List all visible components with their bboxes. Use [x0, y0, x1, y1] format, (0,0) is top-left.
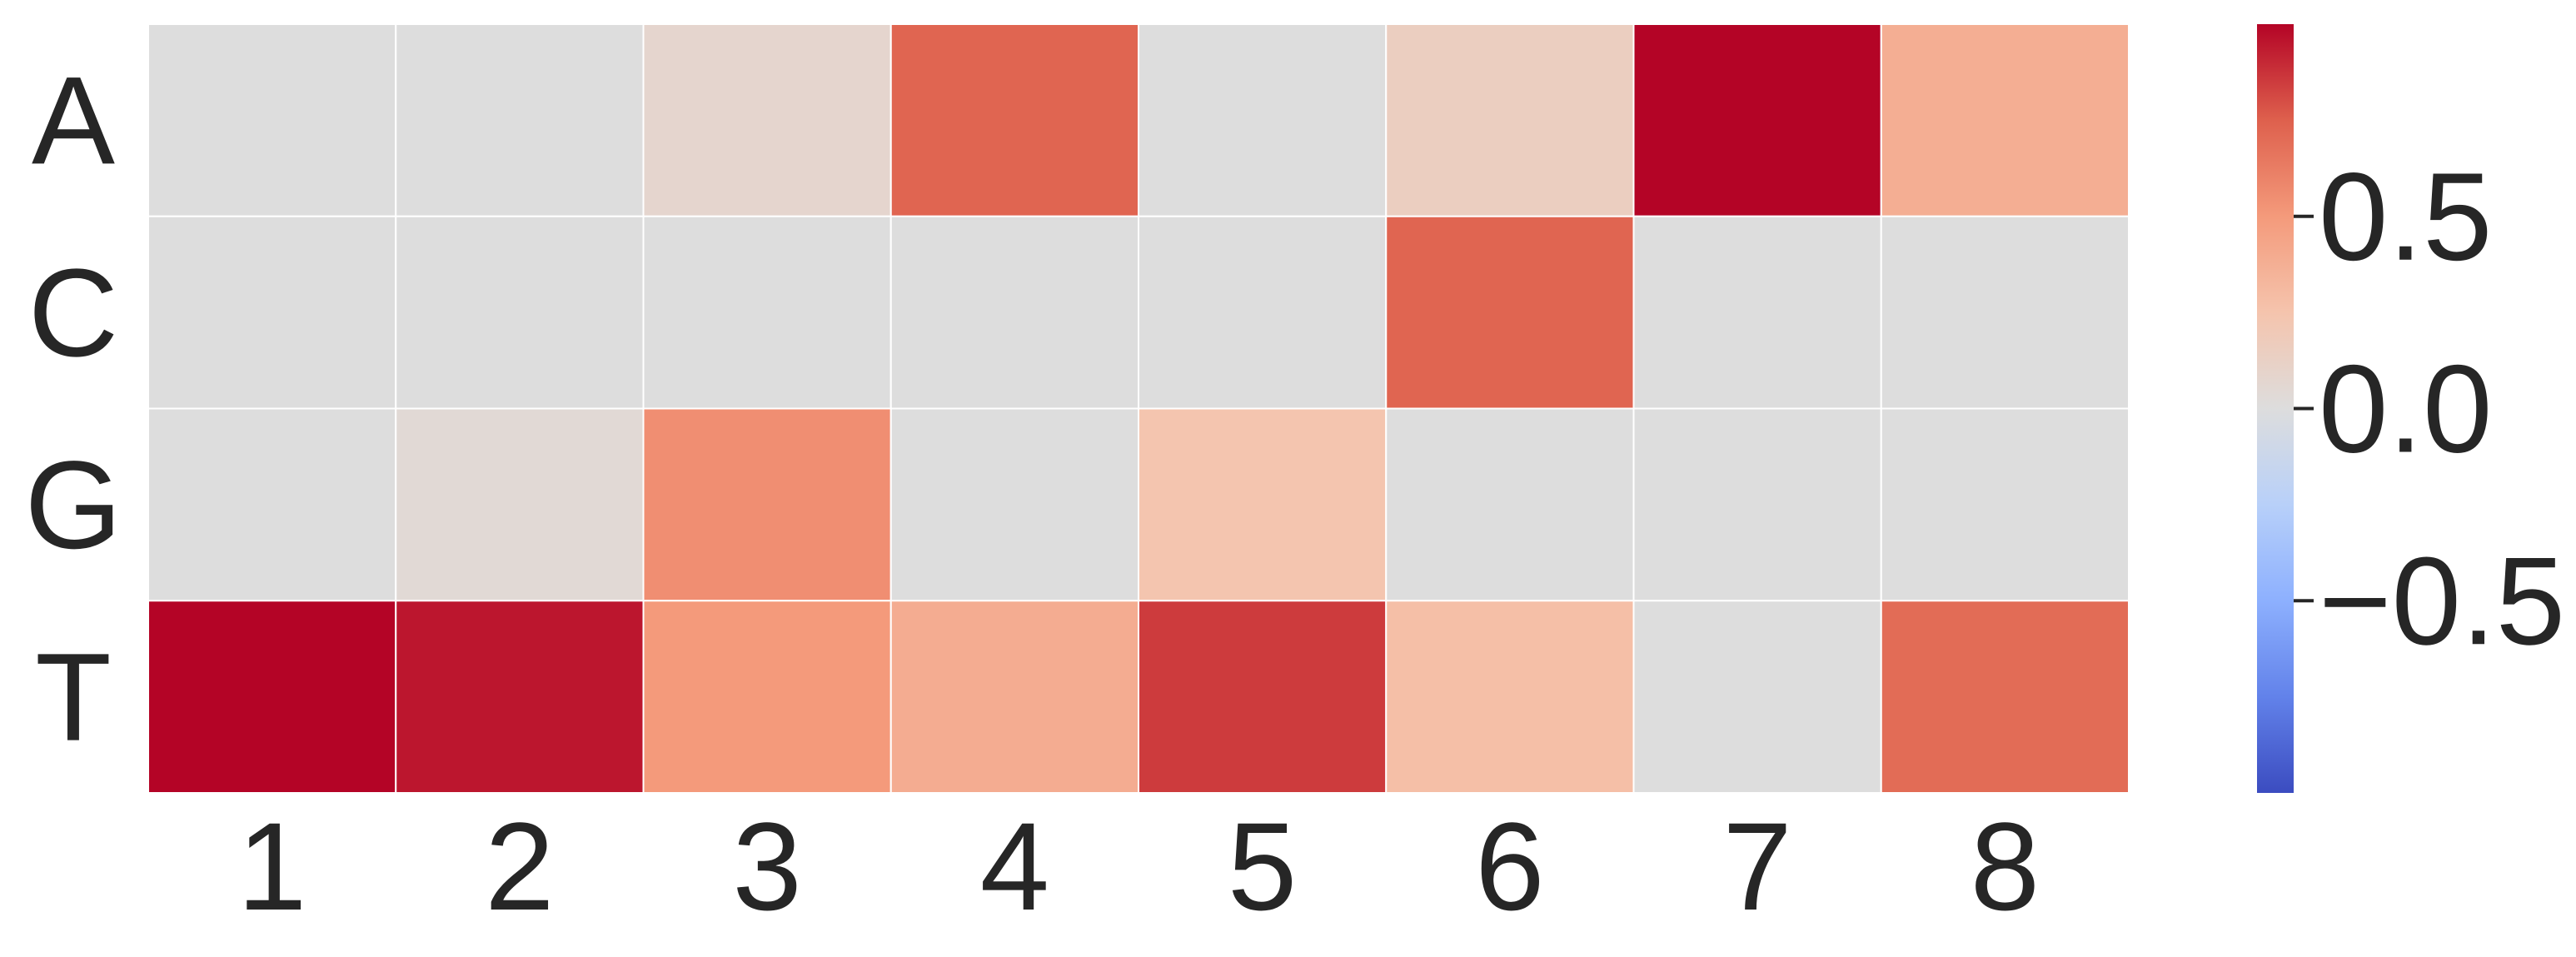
cell-G-2	[395, 407, 645, 602]
colorbar-tick-label: 0.5	[2319, 147, 2493, 287]
colorbar-tick-label: 0.0	[2319, 339, 2493, 479]
colorbar-gradient	[2257, 24, 2294, 793]
cell-A-7	[1632, 23, 1882, 217]
cell-C-3	[642, 215, 892, 410]
cell-A-8	[1880, 23, 2130, 217]
cell-A-4	[889, 23, 1139, 217]
column-label-6: 6	[1475, 796, 1544, 936]
cell-C-6	[1385, 215, 1635, 410]
column-label-3: 3	[732, 796, 801, 936]
column-label-1: 1	[237, 796, 306, 936]
cell-T-2	[395, 600, 645, 794]
row-label-C: C	[28, 242, 118, 382]
cell-T-4	[889, 600, 1139, 794]
colorbar-tick-label: −0.5	[2319, 531, 2565, 670]
cell-C-1	[147, 215, 397, 410]
cell-T-5	[1138, 600, 1388, 794]
cell-A-5	[1138, 23, 1388, 217]
column-label-2: 2	[485, 796, 554, 936]
heatmap-cells	[147, 23, 2130, 794]
cell-G-6	[1385, 407, 1635, 602]
column-label-4: 4	[980, 796, 1049, 936]
column-label-5: 5	[1228, 796, 1297, 936]
cell-C-4	[889, 215, 1139, 410]
cell-C-5	[1138, 215, 1388, 410]
cell-C-8	[1880, 215, 2130, 410]
cell-G-1	[147, 407, 397, 602]
cell-T-8	[1880, 600, 2130, 794]
cell-C-7	[1632, 215, 1882, 410]
cell-T-1	[147, 600, 397, 794]
cell-A-1	[147, 23, 397, 217]
cell-G-4	[889, 407, 1139, 602]
cell-A-6	[1385, 23, 1635, 217]
row-label-A: A	[32, 50, 115, 190]
cell-C-2	[395, 215, 645, 410]
cell-G-7	[1632, 407, 1882, 602]
cell-T-7	[1632, 600, 1882, 794]
column-labels: 1 2 3 4 5 6 7 8	[237, 796, 2040, 936]
cell-G-3	[642, 407, 892, 602]
row-label-G: G	[25, 435, 122, 575]
cell-A-3	[642, 23, 892, 217]
cell-A-2	[395, 23, 645, 217]
colorbar-ticks: 0.5 0.0 −0.5	[2294, 147, 2565, 670]
cell-T-6	[1385, 600, 1635, 794]
cell-G-5	[1138, 407, 1388, 602]
cell-G-8	[1880, 407, 2130, 602]
column-label-7: 7	[1722, 796, 1791, 936]
cell-T-3	[642, 600, 892, 794]
column-label-8: 8	[1971, 796, 2040, 936]
colorbar: 0.5 0.0 −0.5	[2257, 24, 2565, 793]
row-label-T: T	[35, 627, 112, 767]
